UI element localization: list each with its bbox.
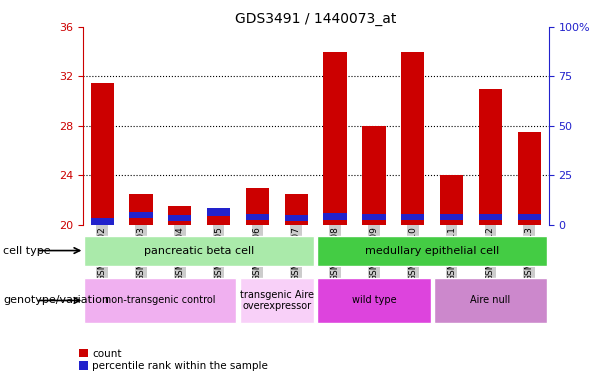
Text: pancreatic beta cell: pancreatic beta cell [144,245,254,256]
Text: Aire null: Aire null [470,295,511,306]
Bar [440,175,463,225]
FancyBboxPatch shape [85,278,237,323]
Bar [207,212,230,225]
Text: medullary epithelial cell: medullary epithelial cell [365,245,500,256]
Bar [440,214,463,220]
Bar [517,132,541,225]
Bar [129,194,153,225]
Bar [479,89,502,225]
Bar [168,206,191,225]
Bar [362,214,386,220]
Title: GDS3491 / 1440073_at: GDS3491 / 1440073_at [235,12,397,26]
FancyBboxPatch shape [434,278,547,323]
Text: genotype/variation: genotype/variation [3,295,109,306]
Text: wild type: wild type [352,295,396,306]
Bar [168,215,191,221]
FancyBboxPatch shape [318,235,547,266]
Bar [246,214,269,220]
Bar [129,212,153,218]
Bar [284,194,308,225]
Bar [284,215,308,221]
Bar [517,214,541,220]
Bar [362,126,386,225]
FancyBboxPatch shape [240,278,314,323]
Legend: count, percentile rank within the sample: count, percentile rank within the sample [78,349,268,371]
Bar [479,214,502,220]
FancyBboxPatch shape [85,235,314,266]
Bar [91,83,114,225]
Bar [401,51,424,225]
Bar [324,213,347,220]
Bar [246,187,269,225]
Bar [401,214,424,220]
Bar [91,218,114,225]
Bar [207,208,230,216]
Bar [324,51,347,225]
Text: transgenic Aire
overexpressor: transgenic Aire overexpressor [240,290,314,311]
Text: cell type: cell type [3,245,51,256]
Text: non-transgenic control: non-transgenic control [105,295,216,306]
FancyBboxPatch shape [318,278,430,323]
